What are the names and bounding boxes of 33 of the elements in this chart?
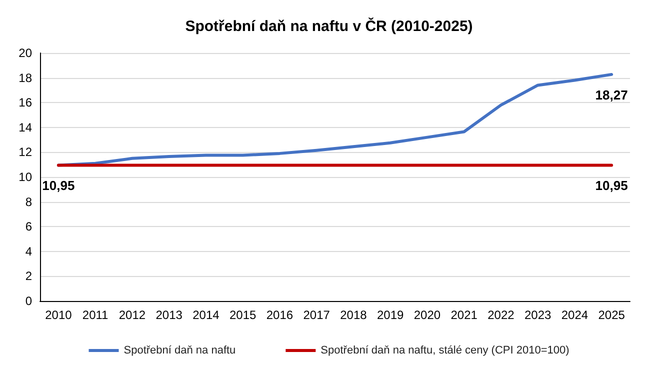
x-tick-label: 2011: [82, 308, 109, 322]
x-tick-label: 2023: [524, 308, 552, 322]
x-tick-label: 2020: [414, 308, 441, 322]
x-tick-label: 2018: [340, 308, 368, 322]
data-label: 18,27: [595, 87, 628, 102]
data-label: 10,95: [42, 178, 75, 194]
y-tick-label: 12: [18, 145, 32, 160]
x-tick-label: 2014: [192, 308, 220, 322]
legend-label: Spotřební daň na naftu, stálé ceny (CPI 2010=100): [320, 344, 570, 356]
data-label: 10,95: [595, 178, 628, 194]
x-tick-label: 2013: [156, 308, 183, 322]
x-tick-label: 2019: [376, 308, 404, 322]
legend-label: Spotřební daň na naftu: [124, 344, 236, 356]
y-tick-label: 20: [18, 46, 32, 60]
y-tick-label: 6: [25, 220, 32, 234]
y-tick-label: 14: [18, 120, 32, 134]
x-tick-label: 2021: [450, 308, 478, 322]
y-tick-label: 4: [25, 244, 32, 258]
y-tick-label: 16: [18, 96, 32, 110]
y-tick-label: 2: [25, 269, 32, 284]
x-tick-label: 2022: [488, 308, 515, 322]
y-tick-label: 10: [18, 170, 32, 184]
chart-title: Spotřební daň na naftu v ČR (2010-2025): [185, 17, 473, 35]
x-tick-label: 2015: [229, 308, 256, 322]
x-tick-label: 2024: [561, 308, 588, 322]
x-tick-label: 2010: [45, 308, 72, 322]
y-tick-label: 18: [18, 70, 32, 85]
x-tick-label: 2017: [303, 308, 330, 322]
x-tick-label: 2025: [598, 308, 626, 322]
x-tick-label: 2016: [266, 308, 294, 322]
x-tick-label: 2012: [118, 308, 146, 322]
y-tick-label: 8: [25, 194, 32, 209]
y-tick-label: 0: [25, 294, 32, 308]
